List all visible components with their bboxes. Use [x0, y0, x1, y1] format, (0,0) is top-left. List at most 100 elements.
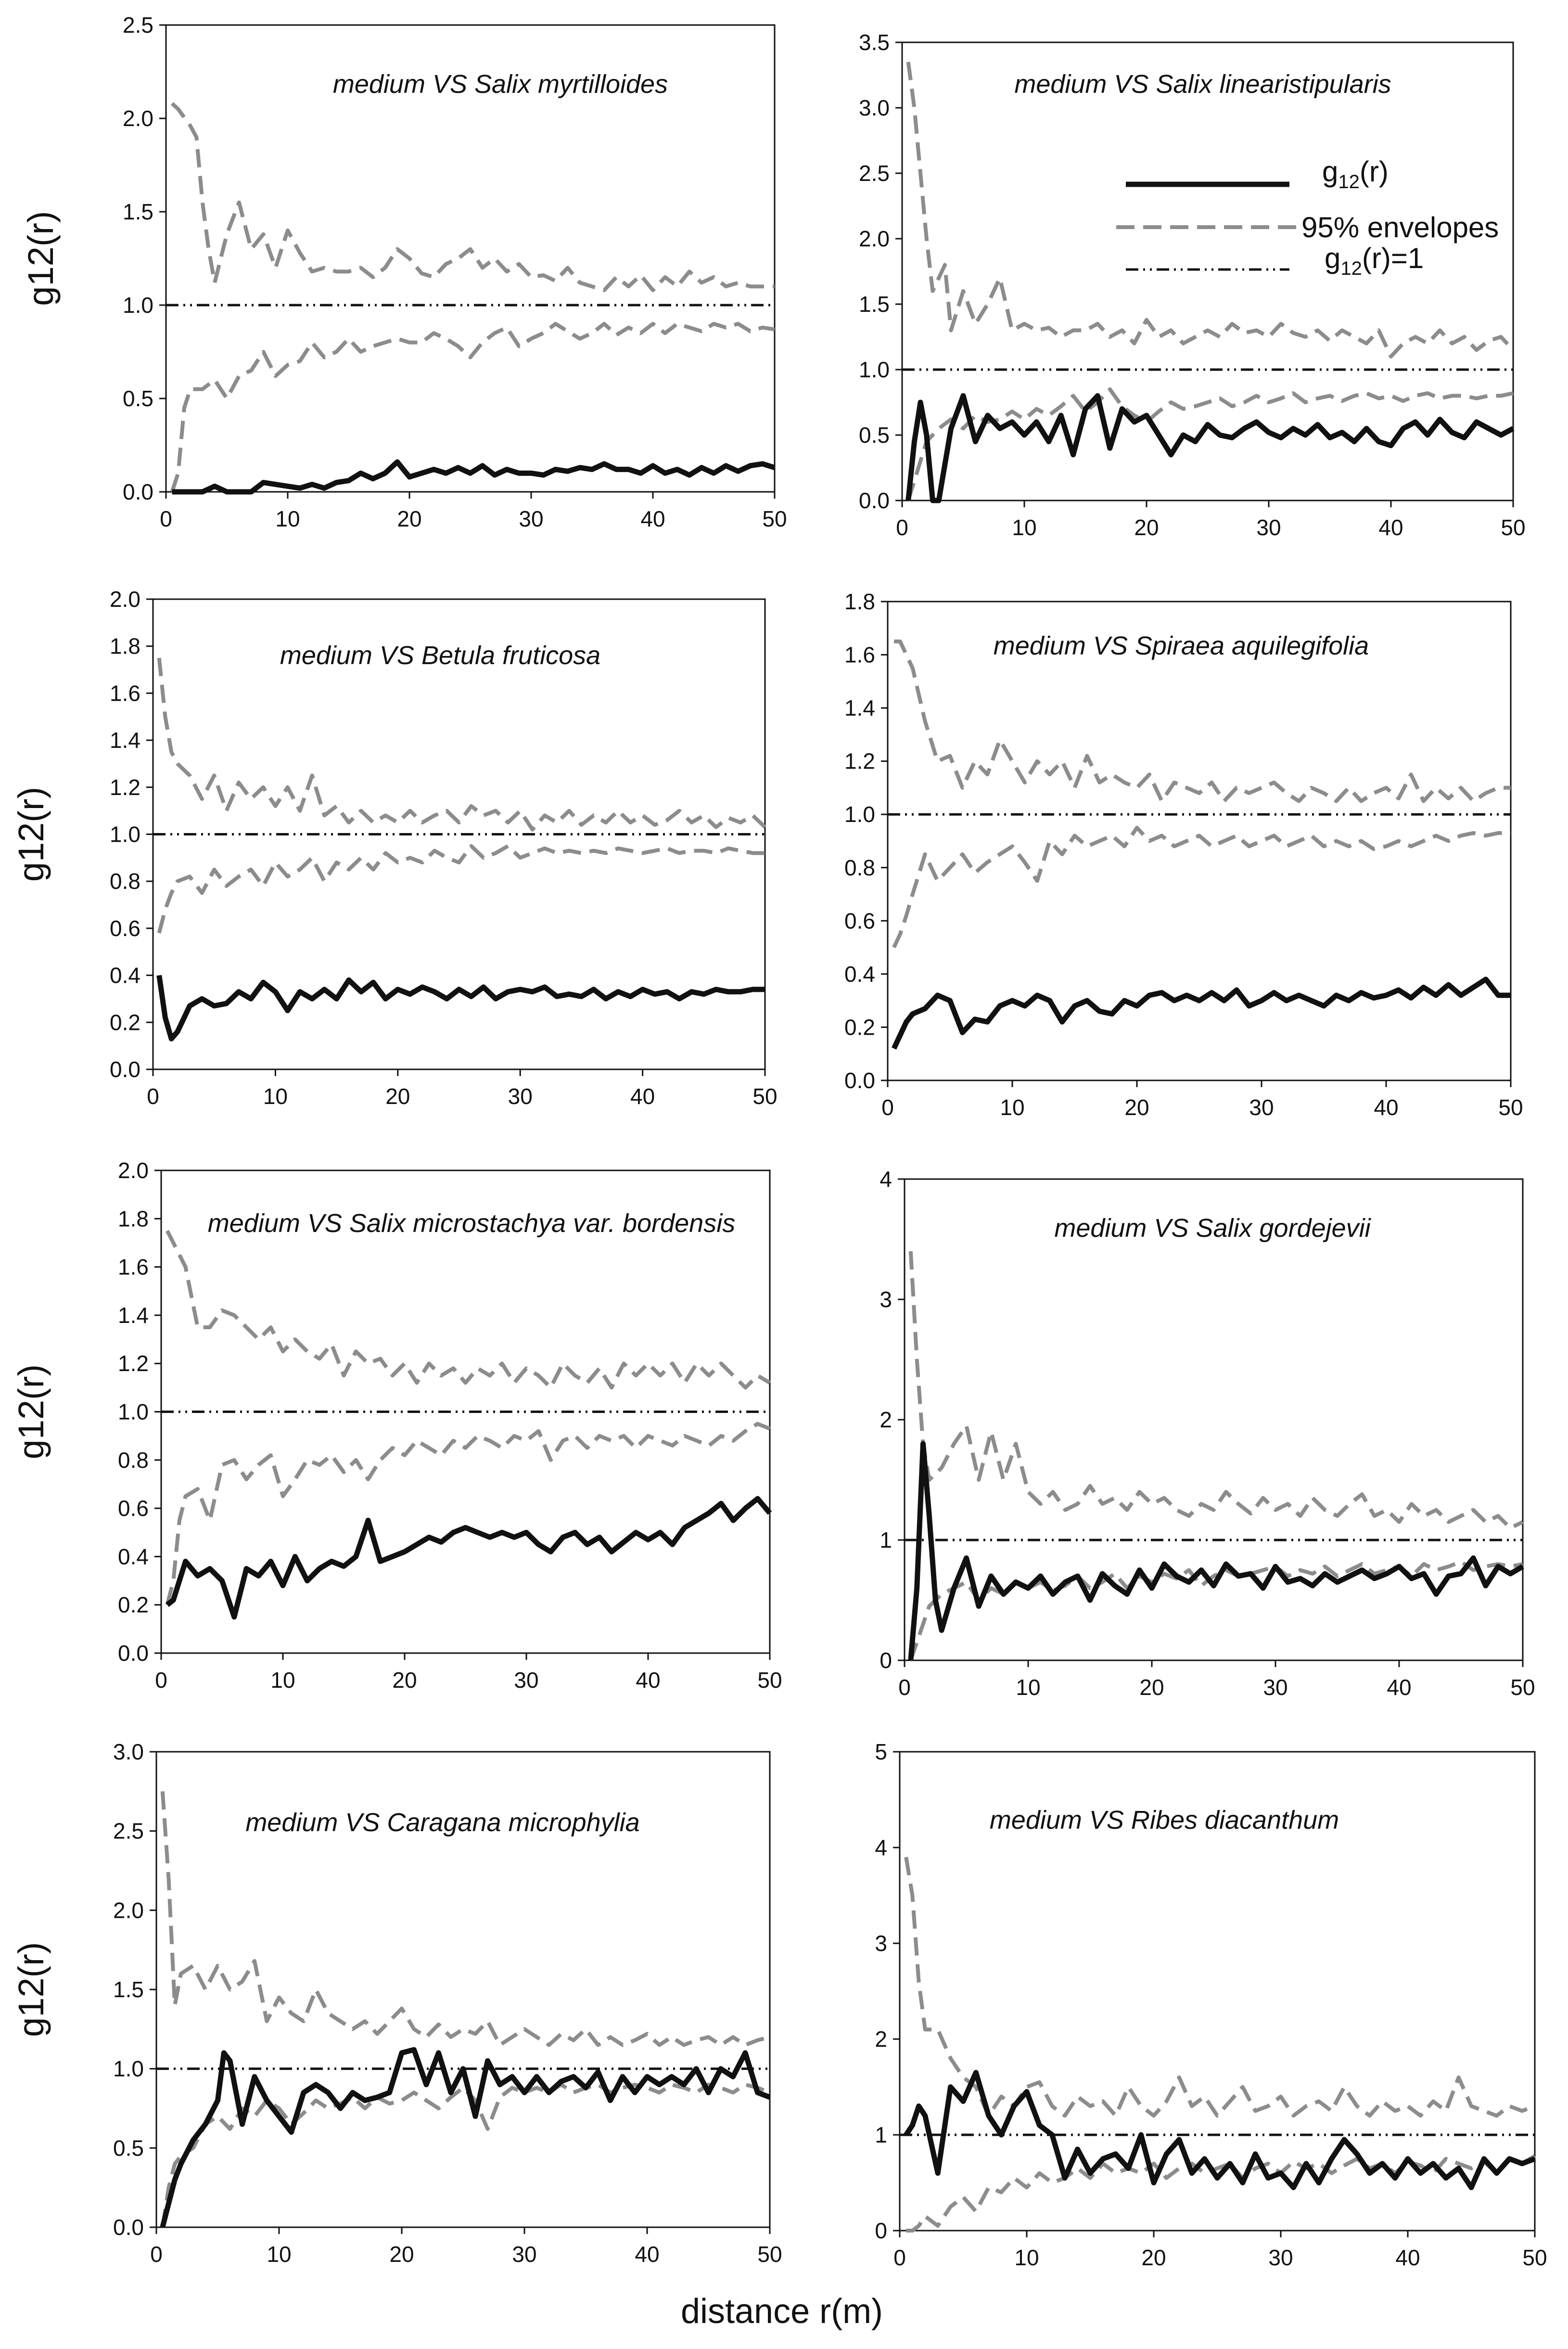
y-tick-label: 1.2	[844, 749, 875, 774]
g12-line	[172, 459, 776, 495]
x-tick-label: 20	[397, 506, 421, 531]
y-tick-label: 2.0	[859, 226, 890, 251]
x-tick-label: 0	[147, 1084, 159, 1109]
y-tick-label: 3	[875, 1931, 887, 1956]
x-tick-label: 10	[1012, 515, 1036, 540]
envelope-lower-line	[906, 387, 1514, 501]
y-tick-label: 0.2	[118, 1592, 149, 1617]
x-tick-label: 0	[893, 2245, 906, 2270]
y-tick-label: 1.5	[859, 292, 890, 317]
legend-label-ref: g12(r)=1	[1325, 242, 1424, 279]
panel-title: medium VS Salix microstachya var. borden…	[208, 1209, 735, 1238]
plot-area: 0.0 0.5 1.0 1.5 2.0 2.5 3.0 3.5 0 10 20 30 40 50	[859, 30, 1526, 540]
x-tick-label: 40	[635, 2242, 659, 2267]
y-tick-label: 0.0	[110, 1057, 140, 1082]
plot-frame	[901, 41, 1514, 501]
plot-area: 0.0 0.2 0.4 0.6 0.8 1.0 1.2 1.4 1.6 1.8 0 10 20 30 40 5…	[844, 589, 1523, 1120]
panel-4: medium VS Spiraea aquilegifolia 0.00.20.…	[844, 589, 1523, 1120]
y-tick-label: 2	[880, 1407, 892, 1432]
y-tick-label: 1.0	[118, 1399, 149, 1425]
panel-7: medium VS Caragana microphylia 0.0 0.5 1.0…	[11, 1739, 782, 2267]
x-tick-label: 40	[636, 1668, 660, 1693]
x-tick-label: 30	[1256, 515, 1281, 540]
x-tick-label: 40	[1387, 1675, 1411, 1700]
y-tick-label: 0	[875, 2218, 887, 2243]
y-tick-label: 1.0	[110, 822, 140, 847]
y-tick-label: 2.0	[123, 106, 153, 131]
y-tick-label: 1.6	[844, 642, 875, 667]
x-tick-label: 20	[1124, 1095, 1149, 1120]
y-tick-label: 2.5	[859, 161, 890, 186]
x-tick-label: 20	[385, 1084, 410, 1109]
x-tick-label: 20	[392, 1668, 417, 1693]
plot-frame	[165, 24, 776, 493]
x-tick-label: 10	[267, 2242, 291, 2267]
x-tick-label: 20	[1139, 1675, 1164, 1700]
x-tick-label: 50	[1522, 2245, 1547, 2270]
panel-title: medium VS Salix myrtilloides	[333, 70, 668, 99]
y-tick-label: 4	[875, 1835, 887, 1860]
x-tick-label: 50	[757, 2242, 782, 2267]
y-tick-label: 1	[875, 2122, 887, 2147]
y-tick-label: 0.0	[859, 488, 890, 513]
y-tick-label: 4	[880, 1167, 892, 1192]
y-tick-label: 3	[880, 1287, 892, 1312]
y-tick-label: 0.2	[844, 1014, 875, 1040]
y-tick-label: 0.8	[118, 1448, 149, 1473]
x-tick-label: 40	[1395, 2245, 1420, 2270]
y-tick-label: 1.8	[110, 634, 140, 659]
y-tick-label: 1.8	[844, 589, 875, 614]
y-tick-label: 1.4	[844, 695, 875, 720]
y-tick-label: 2.0	[113, 1898, 144, 1923]
x-tick-label: 30	[519, 506, 543, 531]
panel-title: medium VS Spiraea aquilegifolia	[994, 631, 1369, 660]
y-tick-label: 3.5	[859, 30, 890, 55]
x-tick-label: 0	[155, 1668, 167, 1693]
panel-title: medium VS Salix gordejevii	[1054, 1214, 1371, 1243]
x-tick-label: 30	[1263, 1675, 1288, 1700]
x-tick-label: 50	[762, 506, 787, 531]
panel-title: medium VS Salix linearistipularis	[1014, 70, 1391, 99]
x-tick-label: 10	[275, 506, 300, 531]
x-tick-label: 40	[1378, 515, 1403, 540]
panel-title: medium VS Caragana microphylia	[245, 1808, 639, 1837]
g12-line	[905, 393, 1515, 503]
x-tick-label: 20	[389, 2242, 414, 2267]
x-tick-label: 10	[1014, 2245, 1039, 2270]
y-axis-label: g12(r)	[11, 787, 51, 882]
y-tick-label: 0.6	[110, 916, 140, 941]
y-tick-label: 0.5	[113, 2135, 144, 2160]
y-tick-label: 2	[875, 2027, 887, 2052]
y-tick-label: 1.4	[118, 1303, 149, 1328]
y-tick-label: 0.2	[110, 1010, 140, 1035]
x-tick-label: 40	[630, 1084, 655, 1109]
x-tick-label: 50	[752, 1084, 777, 1109]
legend: g12(r) 95% envelopes g12(r)=1	[1116, 155, 1499, 279]
y-tick-label: 0.0	[118, 1641, 149, 1666]
y-tick-label: 1.0	[123, 293, 153, 318]
g12-line	[156, 975, 765, 1041]
y-tick-label: 1.0	[859, 357, 890, 382]
y-tick-label: 1.6	[118, 1255, 149, 1280]
panel-2: medium VS Salix linearistipularis 0.0 0.5…	[859, 30, 1526, 540]
envelope-upper-line	[157, 657, 766, 832]
y-tick-label: 1.2	[118, 1351, 149, 1376]
y-tick-label: 0.0	[123, 479, 153, 504]
x-tick-label: 20	[1141, 2245, 1166, 2270]
panel-3: medium VS Betula fruticosa 0.00.20.40.60…	[11, 587, 778, 1109]
y-tick-label: 2.5	[123, 13, 153, 38]
x-tick-label: 10	[270, 1668, 295, 1693]
y-tick-label: 1.6	[110, 680, 140, 706]
panel-title: medium VS Ribes diacanthum	[990, 1806, 1339, 1835]
envelope-upper-line	[908, 1251, 1524, 1530]
x-tick-label: 30	[1249, 1095, 1274, 1120]
y-tick-label: 0.4	[844, 962, 875, 987]
envelope-lower-line	[906, 2154, 1536, 2233]
x-tick-label: 0	[160, 506, 172, 531]
y-tick-label: 2.0	[118, 1158, 149, 1183]
y-tick-label: 5	[875, 1739, 887, 1764]
